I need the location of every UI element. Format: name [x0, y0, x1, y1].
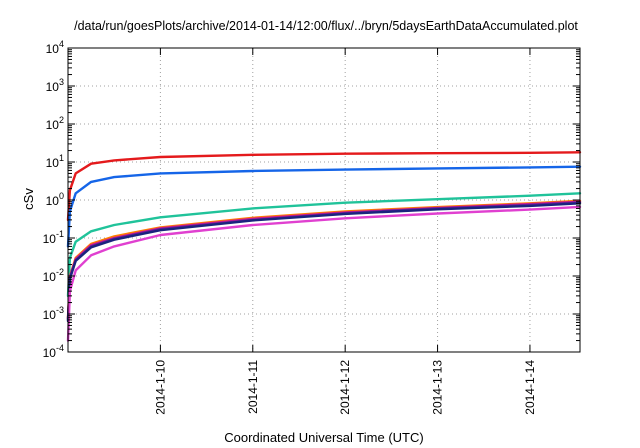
series-line [66, 151, 582, 222]
y-tick-label: 100 [46, 191, 64, 208]
series-lines [66, 151, 582, 342]
chart-title: /data/run/goesPlots/archive/2014-01-14/1… [74, 19, 578, 33]
x-tick-labels: 2014-1-10 2014-1-11 2014-1-12 2014-1-13 2014… [153, 360, 537, 415]
series-line [66, 192, 582, 298]
y-tick-label: 104 [46, 39, 64, 56]
plot-frame [67, 47, 581, 353]
y-tick-label: 10-4 [43, 343, 64, 360]
x-tick-label: 2014-1-14 [523, 360, 537, 415]
y-tick-label: 10-3 [43, 305, 64, 322]
series-line [66, 202, 582, 323]
series-line [66, 205, 582, 342]
y-tick-label: 102 [46, 115, 64, 132]
series-line [66, 199, 582, 319]
y-tick-labels: 10-4 10-3 10-2 10-1 100 101 102 103 104 [43, 39, 64, 360]
y-tick-label: 103 [46, 77, 64, 94]
y-tick-label: 10-2 [43, 267, 64, 284]
y-axis-label: cSv [21, 188, 36, 210]
x-tick-label: 2014-1-12 [338, 360, 352, 415]
y-tick-label: 101 [46, 153, 64, 170]
x-tick-label: 2014-1-13 [431, 360, 445, 415]
grid-lines [68, 48, 580, 352]
axes [67, 47, 581, 353]
x-tick-label: 2014-1-10 [153, 360, 167, 415]
x-tick-label: 2014-1-11 [246, 360, 260, 414]
y-tick-label: 10-1 [43, 229, 64, 246]
series-line [66, 165, 582, 248]
x-axis-label: Coordinated Universal Time (UTC) [224, 430, 423, 445]
